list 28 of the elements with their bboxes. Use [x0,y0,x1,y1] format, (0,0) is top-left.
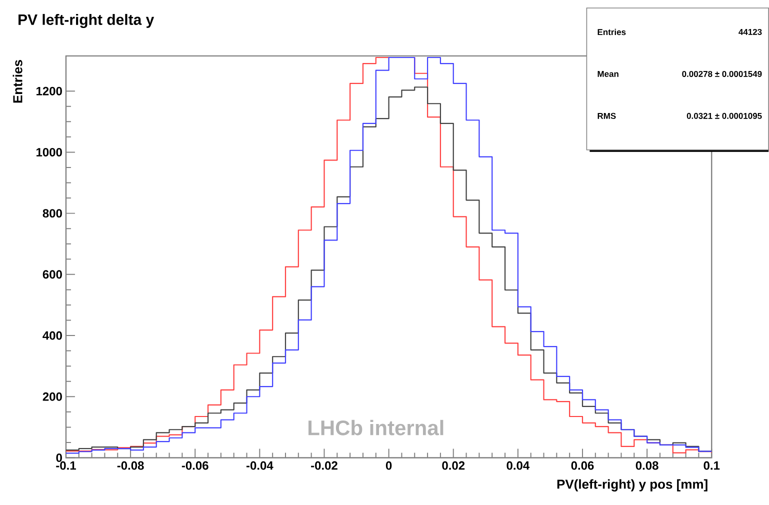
x-tick-label: -0.1 [56,461,76,470]
y-tick-label: 1200 [36,86,62,96]
x-tick-label: 0.08 [636,461,658,470]
annotation: LHCb internal [308,420,444,436]
x-tick-label: -0.04 [246,461,274,470]
x-tick-label: 0.06 [571,461,594,470]
x-tick-label: -0.08 [117,461,144,470]
x-tick-label: 0.04 [506,461,530,470]
annotation: 0.00278 ± 0.0001549 [682,71,762,78]
x-tick-label: -0.02 [311,461,338,470]
y-tick-label: 200 [42,392,62,402]
annotation: RMS [598,113,616,120]
annotation: Mean [598,71,618,78]
text: 44123 [738,29,762,36]
y-tick-label: 0 [56,454,62,462]
annotation: 0.0321 ± 0.0001095 [686,113,762,120]
text: Entries [598,28,626,36]
y-tick-label: 1000 [36,148,62,157]
chart-title: PV left-right delta y [18,14,154,28]
x-tick-label: 0 [386,461,392,470]
y-tick-label: 600 [42,270,62,279]
x-tick-label: -0.06 [182,461,208,470]
y-axis-title: Entries [12,60,22,103]
y-tick-label: 400 [42,331,62,340]
y-tick-label: 800 [42,209,62,218]
x-tick-label: 0.1 [704,461,720,470]
x-tick-label: 0.02 [442,461,465,470]
x-axis-title: PV(left-right) y pos [mm] [557,479,708,492]
